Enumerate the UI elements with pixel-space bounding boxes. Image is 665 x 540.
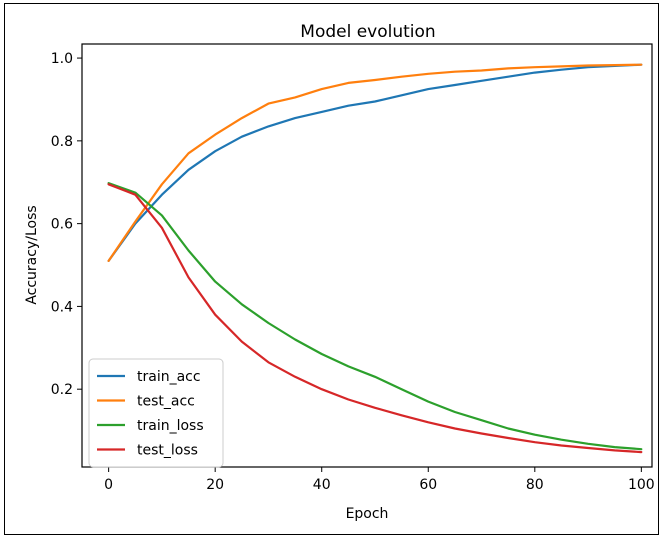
y-tick-label: 1.0 bbox=[51, 51, 73, 67]
y-tick-label: 0.6 bbox=[51, 217, 73, 233]
chart-title: Model evolution bbox=[300, 22, 435, 42]
axes-box bbox=[81, 43, 653, 468]
x-tick-label: 100 bbox=[628, 477, 655, 493]
legend-label-train-loss: train_loss bbox=[137, 418, 204, 434]
x-tick-label: 20 bbox=[206, 477, 224, 493]
x-tick-label: 60 bbox=[419, 477, 437, 493]
plot-area bbox=[107, 63, 643, 454]
y-tick-label: 0.4 bbox=[51, 299, 73, 315]
x-tick-label: 40 bbox=[313, 477, 331, 493]
series-line-test-acc bbox=[107, 63, 643, 262]
legend-label-train-acc: train_acc bbox=[137, 369, 201, 385]
x-tick-label: 80 bbox=[526, 477, 544, 493]
legend: train_acc test_acc train_loss test_loss bbox=[88, 358, 224, 468]
y-tick-label: 0.2 bbox=[51, 382, 73, 398]
legend-label-test-acc: test_acc bbox=[137, 394, 195, 410]
x-axis: 0 20 40 60 80 100 bbox=[104, 467, 655, 493]
y-axis-label: Accuracy/Loss bbox=[24, 205, 40, 304]
y-axis: 0.2 0.4 0.6 0.8 1.0 bbox=[51, 51, 82, 398]
series-line-test-loss bbox=[107, 183, 643, 454]
y-tick-label: 0.8 bbox=[51, 134, 73, 150]
series-line-train-loss bbox=[107, 182, 643, 451]
series-line-train-acc bbox=[107, 63, 643, 262]
x-axis-label: Epoch bbox=[346, 506, 389, 522]
legend-label-test-loss: test_loss bbox=[137, 443, 198, 459]
x-tick-label: 0 bbox=[104, 477, 113, 493]
legend-box bbox=[88, 358, 224, 468]
